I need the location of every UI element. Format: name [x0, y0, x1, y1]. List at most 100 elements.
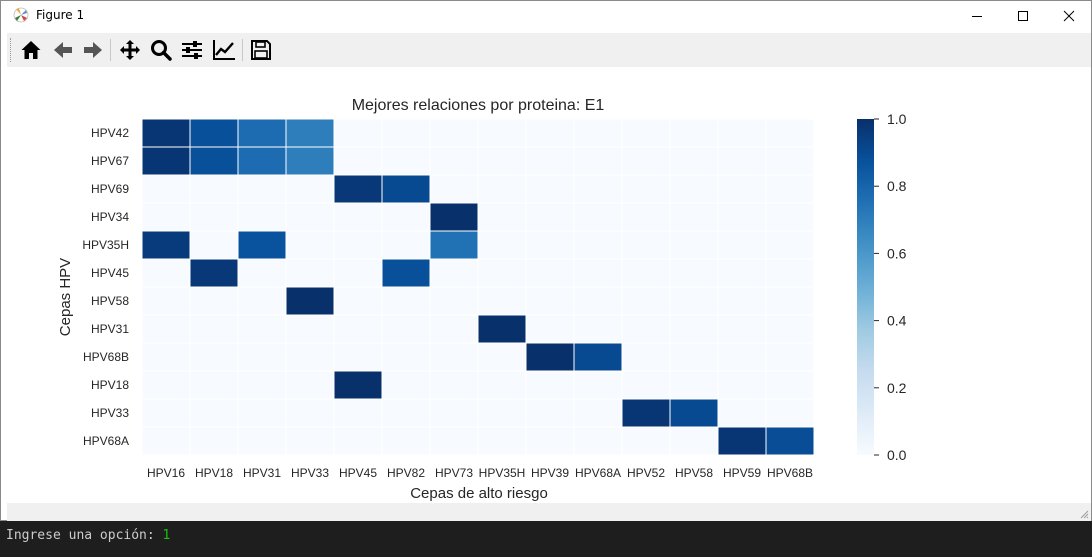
- toolbar-separator: [110, 39, 111, 61]
- size-grip-icon[interactable]: [1079, 509, 1089, 519]
- heatmap-cell: [525, 202, 575, 232]
- heatmap-chart: Mejores relaciones por proteina: E1 HPV1…: [57, 97, 907, 502]
- edit-axis-button[interactable]: [210, 37, 236, 63]
- floppy-disk-icon: [251, 40, 271, 60]
- heatmap-cell: [285, 118, 335, 148]
- heatmap-cell: [621, 370, 671, 400]
- terminal-console[interactable]: Ingrese una opción: 1: [0, 521, 1092, 557]
- heatmap-cell: [525, 174, 575, 204]
- heatmap-cell: [381, 426, 431, 456]
- heatmap-cell: [285, 426, 335, 456]
- console-prompt: Ingrese una opción: 1: [6, 528, 170, 543]
- chart-title: Mejores relaciones por proteina: E1: [352, 97, 605, 114]
- heatmap-cell: [237, 398, 287, 428]
- heatmap-cell: [285, 370, 335, 400]
- heatmap-cell: [333, 398, 383, 428]
- heatmap-cell: [189, 230, 239, 260]
- move-arrows-icon: [120, 40, 140, 60]
- heatmap-cell: [573, 370, 623, 400]
- heatmap-cell: [669, 118, 719, 148]
- magnifier-icon: [151, 40, 172, 61]
- heatmap-cell: [285, 174, 335, 204]
- x-tick-label: HPV39: [531, 466, 569, 480]
- heatmap-cell: [429, 174, 479, 204]
- heatmap-cell: [525, 370, 575, 400]
- pan-button[interactable]: [117, 37, 143, 63]
- x-tick-label: HPV73: [435, 466, 473, 480]
- heatmap-cell: [573, 286, 623, 316]
- close-icon: [1063, 10, 1075, 22]
- heatmap-cell: [621, 230, 671, 260]
- prompt-text: Ingrese una opción:: [6, 528, 163, 543]
- y-tick-labels: HPV42 HPV67 HPV69 HPV34 HPV35H HPV45 HPV58 HPV3…: [82, 126, 129, 448]
- heatmap-cell: [189, 202, 239, 232]
- heatmap-cell: [141, 426, 191, 456]
- heatmap-cell: [477, 370, 527, 400]
- save-button[interactable]: [248, 37, 274, 63]
- heatmap-cell: [477, 286, 527, 316]
- heatmap-cell: [237, 342, 287, 372]
- heatmap-cell: [189, 258, 239, 288]
- heatmap-cell: [477, 258, 527, 288]
- home-button[interactable]: [18, 37, 44, 63]
- heatmap-cell: [477, 426, 527, 456]
- heatmap-cell: [189, 286, 239, 316]
- heatmap-cell: [765, 426, 815, 456]
- heatmap-cell: [141, 342, 191, 372]
- y-tick-label: HPV68B: [83, 350, 129, 364]
- y-tick-label: HPV58: [91, 294, 129, 308]
- colorbar-tick-label: 0.8: [887, 178, 907, 194]
- home-icon: [21, 41, 41, 59]
- heatmap-cell: [285, 314, 335, 344]
- heatmap-cell: [381, 118, 431, 148]
- heatmap-cell: [573, 174, 623, 204]
- heatmap-cell: [717, 314, 767, 344]
- close-button[interactable]: [1046, 1, 1092, 32]
- heatmap-cell: [765, 118, 815, 148]
- heatmap-cell: [285, 286, 335, 316]
- heatmap-cell: [141, 398, 191, 428]
- heatmap-cell: [621, 398, 671, 428]
- heatmap-cell: [333, 146, 383, 176]
- heatmap-cell: [189, 426, 239, 456]
- figure-canvas[interactable]: Mejores relaciones por proteina: E1 HPV1…: [7, 67, 1091, 503]
- heatmap-cell: [621, 314, 671, 344]
- toolbar-grip[interactable]: [10, 38, 13, 62]
- heatmap-cell: [669, 230, 719, 260]
- heatmap-cell: [141, 230, 191, 260]
- heatmap-cell: [141, 258, 191, 288]
- prompt-input[interactable]: 1: [162, 528, 171, 543]
- heatmap-cell: [285, 202, 335, 232]
- minimize-button[interactable]: [954, 1, 1000, 32]
- zoom-button[interactable]: [148, 37, 174, 63]
- heatmap-cell: [669, 174, 719, 204]
- y-tick-label: HPV68A: [83, 434, 129, 448]
- heatmap-cell: [381, 146, 431, 176]
- status-bar: [7, 503, 1091, 521]
- title-bar[interactable]: Figure 1: [1, 1, 1091, 32]
- back-button[interactable]: [50, 37, 76, 63]
- y-tick-label: HPV34: [91, 210, 129, 224]
- heatmap-cell: [717, 286, 767, 316]
- heatmap-cell: [765, 398, 815, 428]
- heatmap-cells: [141, 118, 815, 456]
- heatmap-cell: [717, 342, 767, 372]
- y-tick-label: HPV18: [91, 378, 129, 392]
- heatmap-cell: [669, 258, 719, 288]
- heatmap-cell: [477, 174, 527, 204]
- heatmap-cell: [237, 230, 287, 260]
- heatmap-cell: [429, 314, 479, 344]
- configure-subplots-button[interactable]: [179, 37, 205, 63]
- heatmap-cell: [285, 146, 335, 176]
- x-axis-label: Cepas de alto riesgo: [410, 485, 548, 502]
- heatmap-cell: [477, 230, 527, 260]
- maximize-button[interactable]: [1000, 1, 1046, 32]
- colorbar-tick-label: 1.0: [887, 111, 907, 127]
- heatmap-cell: [477, 202, 527, 232]
- heatmap-cell: [477, 118, 527, 148]
- heatmap-cell: [333, 370, 383, 400]
- colorbar-tick-label: 0.2: [887, 380, 907, 396]
- arrow-left-icon: [54, 42, 72, 58]
- forward-button[interactable]: [80, 37, 106, 63]
- heatmap-cell: [429, 398, 479, 428]
